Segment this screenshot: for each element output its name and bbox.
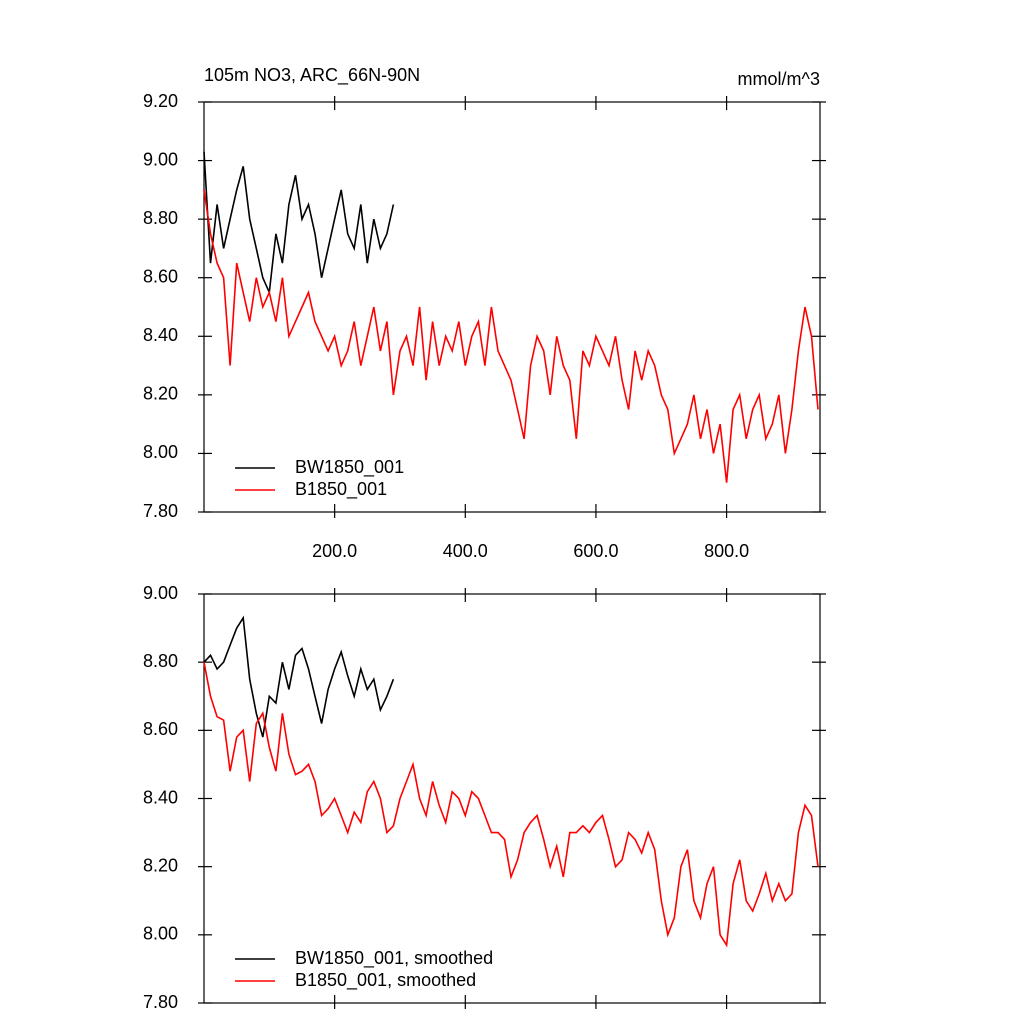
- y-tick-label: 9.00: [143, 583, 178, 603]
- y-tick-label: 8.20: [143, 855, 178, 875]
- y-tick-label: 8.00: [143, 924, 178, 944]
- legend-label: BW1850_001, smoothed: [295, 948, 493, 969]
- y-tick-label: 8.20: [143, 384, 178, 404]
- y-tick-label: 8.80: [143, 651, 178, 671]
- series-line: [203, 615, 395, 738]
- y-tick-label: 8.00: [143, 442, 178, 462]
- x-tick-label: 800.0: [704, 541, 749, 561]
- legend-label: B1850_001, smoothed: [295, 970, 476, 991]
- y-tick-label: 8.60: [143, 719, 178, 739]
- y-tick-label: 7.80: [143, 992, 178, 1012]
- series-line: [203, 151, 395, 296]
- x-tick-label: 200.0: [312, 541, 357, 561]
- y-tick-label: 9.20: [143, 91, 178, 111]
- y-tick-label: 7.80: [143, 501, 178, 521]
- y-tick-label: 9.00: [143, 149, 178, 169]
- x-tick-label: 600.0: [573, 541, 618, 561]
- units-label: mmol/m^3: [738, 69, 820, 89]
- series-line: [203, 189, 819, 483]
- legend-label: BW1850_001: [295, 457, 404, 478]
- x-tick-label: 400.0: [443, 541, 488, 561]
- y-tick-label: 8.40: [143, 787, 178, 807]
- plot-frame: [203, 101, 821, 513]
- y-tick-label: 8.80: [143, 208, 178, 228]
- chart-title: 105m NO3, ARC_66N-90N: [204, 65, 420, 86]
- y-tick-label: 8.60: [143, 266, 178, 286]
- y-tick-label: 8.40: [143, 325, 178, 345]
- legend-label: B1850_001: [295, 479, 387, 500]
- series-line: [203, 662, 819, 948]
